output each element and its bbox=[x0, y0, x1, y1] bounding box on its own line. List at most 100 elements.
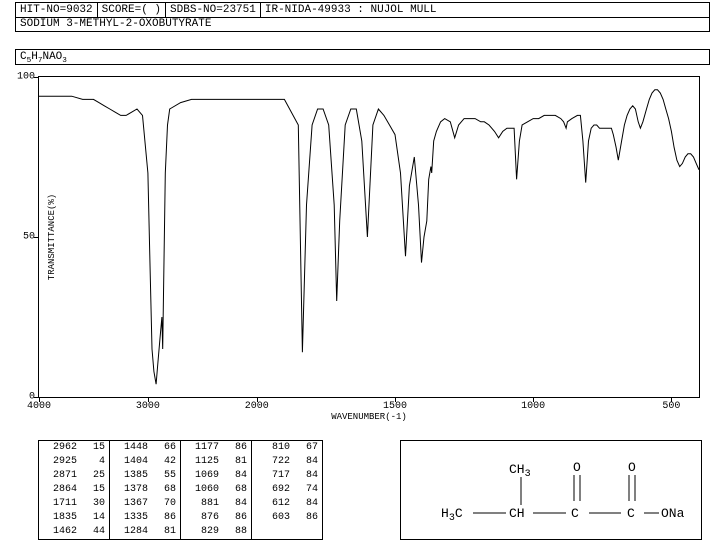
x-tick-mark bbox=[533, 397, 534, 402]
y-axis-label: TRANSMITTANCE(%) bbox=[47, 194, 57, 280]
peak-row: 71784 bbox=[252, 469, 322, 483]
peak-wavenumber: 1284 bbox=[110, 525, 152, 539]
peak-wavenumber: 1835 bbox=[39, 511, 81, 525]
peak-wavenumber: 1069 bbox=[181, 469, 223, 483]
peak-wavenumber: 829 bbox=[181, 525, 223, 539]
header-bar: HIT-NO=9032 SCORE=( ) SDBS-NO=23751 IR-N… bbox=[15, 2, 710, 18]
peak-row: 171130 bbox=[39, 497, 109, 511]
peak-transmittance: 86 bbox=[223, 441, 251, 455]
ir-label: IR-NIDA-49933 : NUJOL MULL bbox=[265, 4, 437, 16]
x-tick-mark bbox=[148, 397, 149, 402]
peak-transmittance: 84 bbox=[223, 469, 251, 483]
x-tick-mark bbox=[671, 397, 672, 402]
peak-transmittance: 81 bbox=[152, 525, 180, 539]
peak-wavenumber: 722 bbox=[252, 455, 294, 469]
peak-wavenumber: 1060 bbox=[181, 483, 223, 497]
sdbs-value: 23751 bbox=[223, 4, 256, 16]
peak-transmittance: 84 bbox=[294, 455, 322, 469]
peak-transmittance: 84 bbox=[223, 497, 251, 511]
structure-svg: H3C CH CH3 C O C O ONa bbox=[401, 441, 701, 539]
peak-row: 29254 bbox=[39, 455, 109, 469]
peak-transmittance: 42 bbox=[152, 455, 180, 469]
peak-row: 112581 bbox=[181, 455, 251, 469]
x-axis-label: WAVENUMBER(-1) bbox=[331, 412, 407, 422]
sdbs-label: SDBS-NO= bbox=[170, 4, 223, 16]
peak-wavenumber: 876 bbox=[181, 511, 223, 525]
peak-column: 117786112581106984106068881848768682988 bbox=[181, 441, 252, 539]
peak-transmittance: 70 bbox=[152, 497, 180, 511]
peak-row: 296215 bbox=[39, 441, 109, 455]
peak-transmittance: 74 bbox=[294, 483, 322, 497]
peak-wavenumber: 1404 bbox=[110, 455, 152, 469]
spectrum-line bbox=[39, 90, 699, 384]
score-value: ( ) bbox=[141, 4, 161, 16]
peak-row: 61284 bbox=[252, 497, 322, 511]
x-tick-label: 4000 bbox=[27, 401, 51, 412]
peak-wavenumber: 2871 bbox=[39, 469, 81, 483]
peak-wavenumber: 1711 bbox=[39, 497, 81, 511]
peak-row: 106984 bbox=[181, 469, 251, 483]
ir-spectrum-chart: TRANSMITTANCE(%) WAVENUMBER(-1) 05010040… bbox=[38, 76, 700, 398]
peak-row: 88184 bbox=[181, 497, 251, 511]
peak-transmittance: 15 bbox=[81, 483, 109, 497]
peak-wavenumber: 1448 bbox=[110, 441, 152, 455]
peak-wavenumber: 1385 bbox=[110, 469, 152, 483]
peak-wavenumber: 1462 bbox=[39, 525, 81, 539]
peak-wavenumber: 603 bbox=[252, 511, 294, 525]
molecular-formula: C5H7NAO3 bbox=[15, 49, 710, 65]
peak-row: 287125 bbox=[39, 469, 109, 483]
score-cell: SCORE=( ) bbox=[98, 3, 166, 17]
peak-row: 81067 bbox=[252, 441, 322, 455]
peak-transmittance: 4 bbox=[81, 455, 109, 469]
svg-text:ONa: ONa bbox=[661, 506, 685, 521]
svg-text:O: O bbox=[573, 460, 581, 475]
peak-wavenumber: 1367 bbox=[110, 497, 152, 511]
peak-column: 810677228471784692746128460386 bbox=[252, 441, 322, 539]
peak-row: 133586 bbox=[110, 511, 180, 525]
peak-row: 82988 bbox=[181, 525, 251, 539]
peak-transmittance: 67 bbox=[294, 441, 322, 455]
peak-wavenumber: 2962 bbox=[39, 441, 81, 455]
x-tick-label: 500 bbox=[662, 401, 680, 412]
peak-transmittance: 68 bbox=[152, 483, 180, 497]
y-tick-label: 50 bbox=[17, 232, 35, 243]
hit-no-cell: HIT-NO=9032 bbox=[16, 3, 98, 17]
peak-wavenumber: 1335 bbox=[110, 511, 152, 525]
svg-text:O: O bbox=[628, 460, 636, 475]
y-tick-mark bbox=[34, 77, 39, 78]
peak-row: 128481 bbox=[110, 525, 180, 539]
peak-wavenumber: 692 bbox=[252, 483, 294, 497]
svg-text:H3C: H3C bbox=[441, 506, 463, 524]
peak-row: 146244 bbox=[39, 525, 109, 539]
peak-wavenumber: 810 bbox=[252, 441, 294, 455]
compound-name: SODIUM 3-METHYL-2-OXOBUTYRATE bbox=[15, 17, 710, 32]
peak-row: 138555 bbox=[110, 469, 180, 483]
peak-row: 137868 bbox=[110, 483, 180, 497]
hit-no-label: HIT-NO= bbox=[20, 4, 66, 16]
y-tick-label: 100 bbox=[17, 72, 35, 83]
x-tick-label: 2000 bbox=[245, 401, 269, 412]
peak-wavenumber: 1125 bbox=[181, 455, 223, 469]
peak-row: 60386 bbox=[252, 511, 322, 525]
sdbs-cell: SDBS-NO=23751 bbox=[166, 3, 261, 17]
peak-row: 286415 bbox=[39, 483, 109, 497]
peak-row: 106068 bbox=[181, 483, 251, 497]
peak-wavenumber: 1177 bbox=[181, 441, 223, 455]
peak-row: 183514 bbox=[39, 511, 109, 525]
chemical-structure: H3C CH CH3 C O C O ONa bbox=[400, 440, 702, 540]
peak-transmittance: 81 bbox=[223, 455, 251, 469]
peak-row: 136770 bbox=[110, 497, 180, 511]
peak-transmittance: 66 bbox=[152, 441, 180, 455]
x-tick-mark bbox=[39, 397, 40, 402]
x-tick-mark bbox=[395, 397, 396, 402]
y-tick-mark bbox=[34, 237, 39, 238]
peak-wavenumber: 881 bbox=[181, 497, 223, 511]
svg-text:C: C bbox=[571, 506, 579, 521]
peak-row: 144866 bbox=[110, 441, 180, 455]
peak-wavenumber: 2864 bbox=[39, 483, 81, 497]
peak-transmittance: 86 bbox=[152, 511, 180, 525]
peak-wavenumber: 2925 bbox=[39, 455, 81, 469]
peak-wavenumber: 1378 bbox=[110, 483, 152, 497]
ir-cell: IR-NIDA-49933 : NUJOL MULL bbox=[261, 3, 709, 17]
peak-transmittance: 86 bbox=[294, 511, 322, 525]
